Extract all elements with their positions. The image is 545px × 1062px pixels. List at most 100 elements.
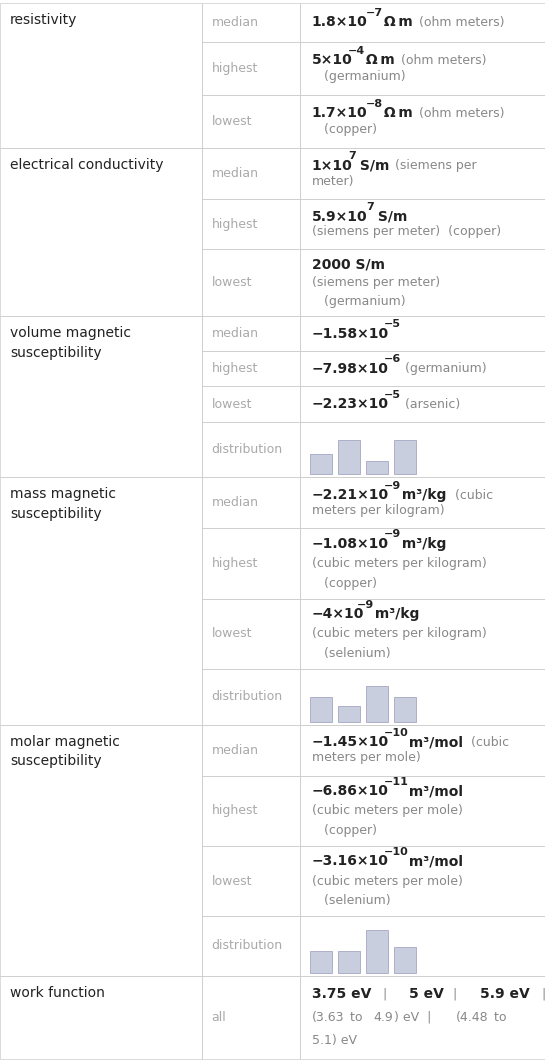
Text: 7: 7 — [348, 151, 355, 161]
Bar — [202, 422, 300, 477]
Bar — [202, 599, 300, 669]
Bar — [338, 952, 360, 973]
Text: mass magnetic
susceptibility: mass magnetic susceptibility — [10, 487, 116, 520]
Text: 1.8×10: 1.8×10 — [312, 16, 367, 30]
Text: meters per kilogram): meters per kilogram) — [312, 503, 444, 517]
Text: −6: −6 — [384, 355, 401, 364]
Text: (cubic meters per mole): (cubic meters per mole) — [312, 875, 463, 888]
Bar — [300, 775, 545, 846]
Text: S/m: S/m — [373, 210, 407, 224]
Text: −11: −11 — [384, 776, 409, 787]
Text: 2000 S/m: 2000 S/m — [312, 257, 385, 271]
Bar — [202, 3, 300, 41]
Text: −5: −5 — [384, 390, 401, 399]
Text: (selenium): (selenium) — [320, 894, 390, 907]
Text: (copper): (copper) — [320, 122, 377, 136]
Text: electrical conductivity: electrical conductivity — [10, 157, 164, 171]
Text: |: | — [445, 988, 465, 1000]
Text: m³/kg: m³/kg — [370, 607, 420, 621]
Text: all: all — [211, 1011, 226, 1024]
Bar — [202, 316, 300, 352]
Text: lowest: lowest — [211, 628, 252, 640]
Text: −1.08×10: −1.08×10 — [312, 536, 389, 551]
Text: median: median — [211, 167, 259, 179]
Text: ) eV  |: ) eV | — [394, 1011, 440, 1024]
Text: −7.98×10: −7.98×10 — [312, 362, 389, 376]
Bar — [0, 976, 202, 1059]
Bar — [300, 724, 545, 775]
Text: −1.58×10: −1.58×10 — [312, 327, 389, 341]
Text: 5×10: 5×10 — [312, 53, 353, 67]
Text: m³/mol: m³/mol — [404, 735, 463, 750]
Text: highest: highest — [211, 362, 258, 375]
Bar — [300, 387, 545, 422]
Text: median: median — [211, 743, 259, 756]
Text: (siemens per meter)  (copper): (siemens per meter) (copper) — [312, 225, 501, 238]
Bar — [202, 250, 300, 316]
Text: lowest: lowest — [211, 875, 252, 888]
Text: m³/mol: m³/mol — [404, 784, 463, 798]
Text: highest: highest — [211, 218, 258, 230]
Text: distribution: distribution — [211, 940, 283, 953]
Text: meter): meter) — [312, 175, 354, 188]
Text: (ohm meters): (ohm meters) — [415, 16, 505, 29]
Text: S/m: S/m — [355, 158, 389, 173]
Bar — [300, 148, 545, 200]
Text: −8: −8 — [366, 99, 383, 108]
Text: (selenium): (selenium) — [320, 647, 390, 661]
Text: 5 eV: 5 eV — [409, 987, 444, 1001]
Text: −10: −10 — [384, 727, 409, 738]
Text: (germanium): (germanium) — [397, 362, 487, 375]
Text: volume magnetic
susceptibility: volume magnetic susceptibility — [10, 326, 131, 360]
Text: distribution: distribution — [211, 690, 283, 703]
Bar — [366, 461, 387, 475]
Text: −7: −7 — [366, 7, 383, 18]
Bar — [300, 976, 545, 1059]
Text: distribution: distribution — [211, 443, 283, 456]
Text: highest: highest — [211, 804, 258, 818]
Text: −9: −9 — [357, 600, 374, 610]
Text: 5.1) eV: 5.1) eV — [312, 1034, 357, 1047]
Bar — [300, 669, 545, 724]
Bar — [300, 95, 545, 148]
Text: m³/kg: m³/kg — [397, 489, 447, 502]
Text: −2.23×10: −2.23×10 — [312, 397, 389, 411]
Text: 7: 7 — [366, 203, 374, 212]
Text: −2.21×10: −2.21×10 — [312, 489, 389, 502]
Text: Ω m: Ω m — [379, 16, 413, 30]
Bar — [338, 440, 360, 475]
Bar — [300, 422, 545, 477]
Bar — [310, 952, 332, 973]
Bar — [202, 95, 300, 148]
Bar — [300, 352, 545, 387]
Text: −3.16×10: −3.16×10 — [312, 855, 389, 869]
Bar — [202, 724, 300, 775]
Text: (copper): (copper) — [320, 577, 377, 589]
Text: (ohm meters): (ohm meters) — [415, 106, 505, 120]
Bar — [202, 387, 300, 422]
Text: lowest: lowest — [211, 397, 252, 411]
Bar — [300, 3, 545, 41]
Text: −9: −9 — [384, 481, 401, 491]
Text: |: | — [534, 988, 545, 1000]
Bar — [202, 846, 300, 917]
Text: −9: −9 — [384, 529, 401, 539]
Text: (cubic: (cubic — [467, 736, 509, 749]
Text: meters per mole): meters per mole) — [312, 751, 421, 765]
Text: |: | — [375, 988, 395, 1000]
Text: work function: work function — [10, 986, 105, 999]
Text: 1×10: 1×10 — [312, 158, 353, 173]
Bar — [0, 477, 202, 724]
Bar — [300, 917, 545, 976]
Text: (arsenic): (arsenic) — [397, 397, 461, 411]
Text: 3.75 eV: 3.75 eV — [312, 987, 371, 1001]
Bar — [393, 946, 416, 973]
Bar — [0, 3, 202, 148]
Text: (siemens per meter): (siemens per meter) — [312, 276, 440, 289]
Text: Ω m: Ω m — [361, 53, 395, 67]
Bar — [300, 41, 545, 95]
Text: (copper): (copper) — [320, 824, 377, 837]
Text: median: median — [211, 327, 259, 340]
Bar — [300, 528, 545, 599]
Bar — [0, 148, 202, 316]
